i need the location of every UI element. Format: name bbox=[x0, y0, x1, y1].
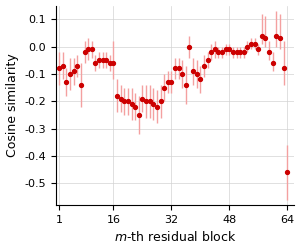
X-axis label: $m$-th residual block: $m$-th residual block bbox=[114, 230, 236, 244]
Y-axis label: Cosine similarity: Cosine similarity bbox=[6, 54, 19, 157]
